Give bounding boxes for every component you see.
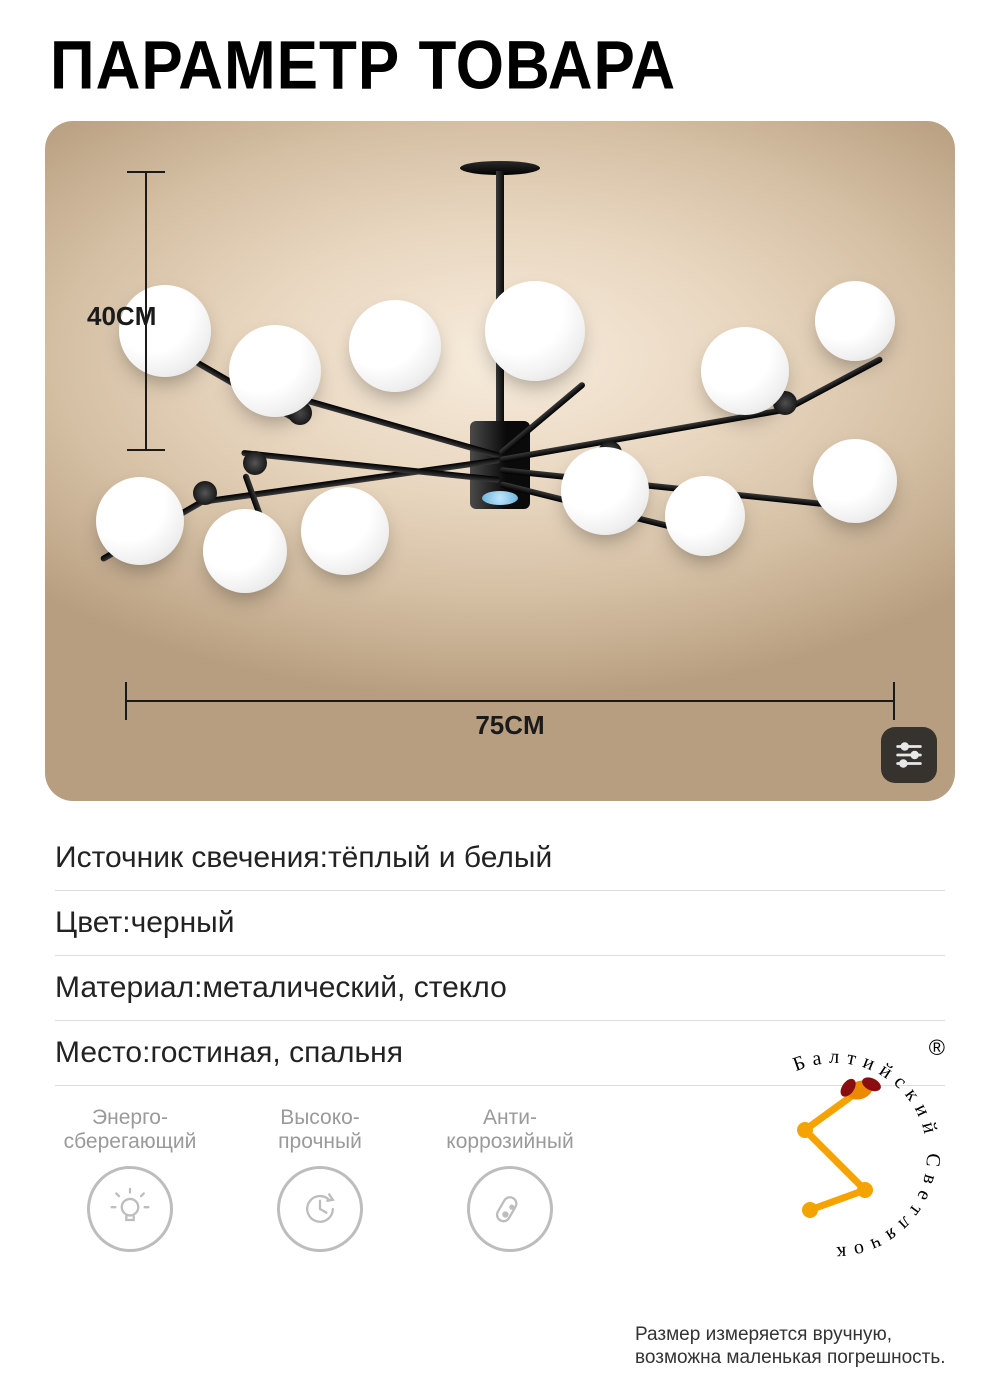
chandelier-bulb	[96, 477, 184, 565]
spec-row: Цвет черный	[55, 891, 945, 956]
feature-label: Высоко-прочный	[245, 1106, 395, 1154]
feature-item: Высоко-прочный	[245, 1106, 395, 1252]
chandelier-bulb	[349, 300, 441, 392]
spec-row: Материал металический, стекло	[55, 956, 945, 1021]
chandelier-bulb	[561, 447, 649, 535]
spec-label: Цвет	[55, 906, 131, 940]
dimension-width-label: 75CM	[475, 710, 544, 741]
dimension-height-label: 40CM	[87, 301, 156, 332]
feature-item: Энерго-сберегающий	[55, 1106, 205, 1252]
chandelier-bulb	[485, 281, 585, 381]
spec-value: металический, стекло	[202, 971, 506, 1005]
settings-icon[interactable]	[881, 727, 937, 783]
bulb-icon	[87, 1166, 173, 1252]
brand-logo: ® Балтийский Светлячок	[710, 1030, 960, 1280]
registered-mark: ®	[929, 1035, 945, 1061]
clock-icon	[277, 1166, 363, 1252]
disclaimer-text: Размер измеряется вручную, возможна мале…	[635, 1323, 955, 1371]
chandelier-socket	[243, 451, 267, 475]
product-image-panel: 40CM 75CM	[45, 121, 955, 801]
chandelier-socket	[193, 481, 217, 505]
chandelier-bulb	[301, 487, 389, 575]
chandelier-bulb	[665, 476, 745, 556]
spec-value: гостиная, спальня	[150, 1036, 403, 1070]
spec-row: Источник свечения тёплый и белый	[55, 826, 945, 891]
feature-label: Энерго-сберегающий	[55, 1106, 205, 1154]
chandelier-bulb	[203, 509, 287, 593]
chandelier-bulb	[701, 327, 789, 415]
spec-label: Место	[55, 1036, 150, 1070]
spec-label: Материал	[55, 971, 202, 1005]
dimension-width: 75CM	[125, 700, 895, 701]
spec-value: черный	[131, 906, 235, 940]
page-title: ПАРАМЕТР ТОВАРА	[0, 0, 1000, 127]
chandelier-arm	[784, 356, 884, 413]
tube-icon	[467, 1166, 553, 1252]
spec-label: Источник свечения	[55, 841, 328, 875]
dimension-height: 40CM	[145, 171, 146, 451]
chandelier-bulb	[815, 281, 895, 361]
chandelier-bulb	[813, 439, 897, 523]
feature-item: Анти-коррозийный	[435, 1106, 585, 1252]
spec-value: тёплый и белый	[328, 841, 552, 875]
feature-label: Анти-коррозийный	[435, 1106, 585, 1154]
chandelier-bulb	[229, 325, 321, 417]
